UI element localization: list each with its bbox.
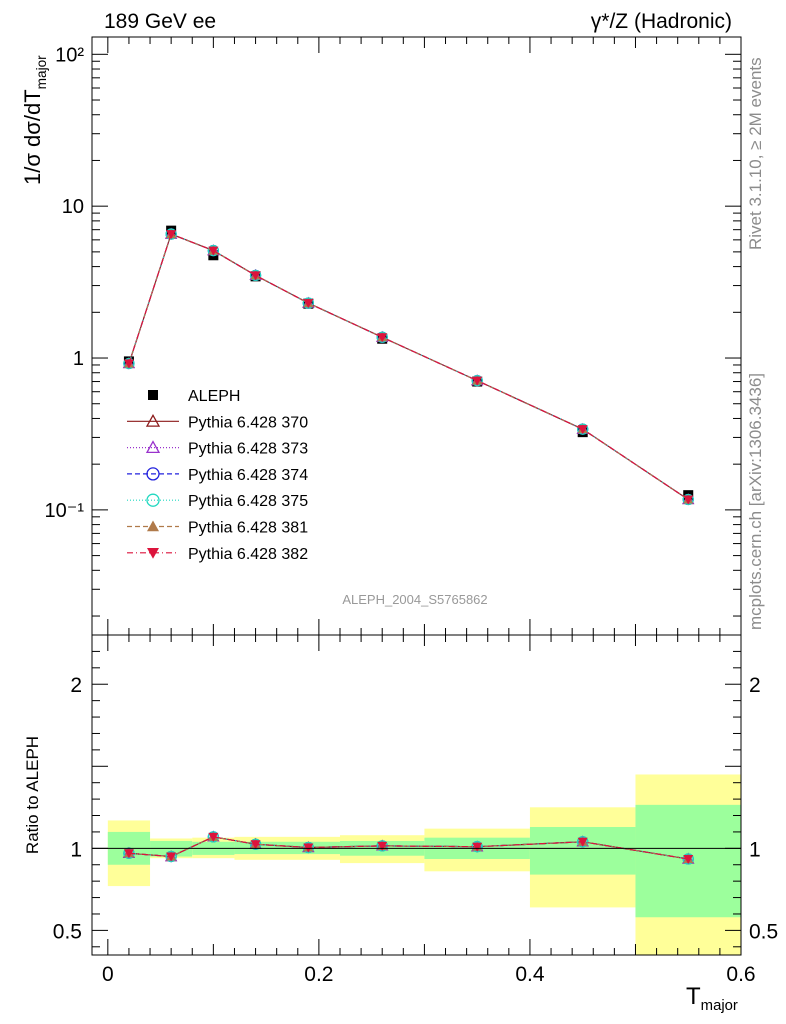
ratio-y-tick-label: 1 xyxy=(70,838,82,861)
legend-label: Pythia 6.428 373 xyxy=(188,441,308,458)
ratio-y-tick-label-right: 2 xyxy=(749,674,761,697)
marker xyxy=(146,467,160,481)
legend-label: Pythia 6.428 381 xyxy=(188,520,308,537)
marker xyxy=(377,841,388,851)
series-line xyxy=(128,233,689,501)
ratio-y-tick-label-right: 0.5 xyxy=(749,920,778,943)
marker xyxy=(377,333,388,343)
marker xyxy=(577,837,588,847)
series-line xyxy=(128,233,689,501)
y-tick-label: 10⁻¹ xyxy=(45,500,85,522)
axes: 10² 10 1 10⁻¹ 2 2 1 1 0.5 0.5 0 0.2 0.4 0.6 1/σ dσ/dTm… xyxy=(20,36,778,1014)
right-title: γ*/Z (Hadronic) xyxy=(591,10,732,33)
marker xyxy=(146,493,160,507)
series-line xyxy=(128,233,689,501)
ratio-series xyxy=(122,830,695,865)
legend-label: Pythia 6.428 375 xyxy=(188,493,308,510)
ratio-y-tick-label: 0.5 xyxy=(53,920,82,943)
main-y-axis-label: 1/σ dσ/dTmajor xyxy=(20,55,49,185)
left-title: 189 GeV ee xyxy=(104,10,216,33)
marker xyxy=(250,840,261,850)
marker xyxy=(147,548,159,559)
marker xyxy=(145,413,161,427)
series-line xyxy=(128,233,689,501)
legend-label: Pythia 6.428 374 xyxy=(188,467,308,484)
marker xyxy=(250,271,261,281)
series-line xyxy=(128,233,689,501)
data-point xyxy=(148,390,158,400)
x-tick-label: 0.4 xyxy=(515,963,545,986)
ratio-frame xyxy=(91,634,742,956)
marker xyxy=(577,425,588,435)
legend-label: Pythia 6.428 370 xyxy=(188,414,308,431)
marker xyxy=(472,376,483,386)
mcplots-label: mcplots.cern.ch [arXiv:1306.3436] xyxy=(746,373,765,630)
main-series xyxy=(122,225,695,506)
marker xyxy=(683,855,694,864)
ratio-y-tick-label: 2 xyxy=(70,674,82,697)
marker xyxy=(208,832,219,842)
marker xyxy=(166,852,177,862)
marker xyxy=(123,849,134,859)
series-line xyxy=(128,233,689,501)
marker xyxy=(123,357,135,370)
x-tick-label: 0.2 xyxy=(304,963,333,986)
marker xyxy=(145,440,161,454)
legend-label: Pythia 6.428 382 xyxy=(188,546,308,563)
y-tick-label: 10² xyxy=(55,44,84,66)
marker xyxy=(472,842,483,852)
marker xyxy=(208,246,219,256)
ratio-y-axis-label: Ratio to ALEPH xyxy=(23,736,42,854)
marker xyxy=(303,299,314,309)
y-tick-label: 10 xyxy=(62,196,84,218)
legend: ALEPH Pythia 6.428 370 Pythia 6.428 373 Pyt… xyxy=(127,388,308,563)
marker xyxy=(683,495,694,505)
marker xyxy=(147,520,159,532)
x-tick-label: 0.6 xyxy=(726,963,755,986)
marker xyxy=(123,359,134,369)
marker xyxy=(166,230,177,240)
y-tick-label: 1 xyxy=(73,348,84,370)
ratio-bands xyxy=(107,774,741,955)
ratio-y-tick-label-right: 1 xyxy=(749,838,761,861)
stat-uncertainty-band xyxy=(529,827,636,875)
legend-label: ALEPH xyxy=(188,388,240,405)
rivet-version-label: Rivet 3.1.10, ≥ 2M events xyxy=(746,57,765,250)
x-axis-label: Tmajor xyxy=(686,983,738,1014)
x-tick-label: 0 xyxy=(102,963,114,986)
analysis-watermark: ALEPH_2004_S5765862 xyxy=(342,592,487,607)
